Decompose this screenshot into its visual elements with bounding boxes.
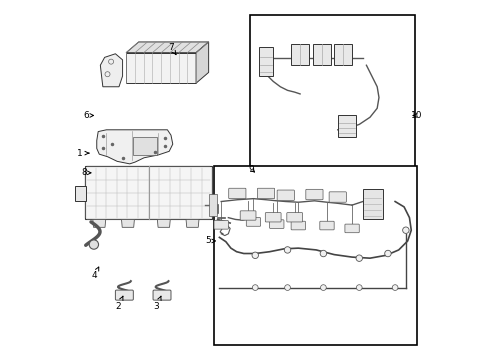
FancyBboxPatch shape [286,213,302,222]
FancyBboxPatch shape [240,211,255,220]
Bar [75,186,85,201]
Bar [258,47,273,76]
Circle shape [89,240,99,249]
FancyBboxPatch shape [228,188,245,199]
Bar [209,194,216,216]
Bar [133,137,156,155]
FancyBboxPatch shape [115,290,133,300]
Polygon shape [185,220,199,227]
FancyBboxPatch shape [269,220,284,228]
Text: 10: 10 [410,111,422,120]
Circle shape [320,250,326,257]
Circle shape [356,285,362,291]
Text: 7: 7 [168,43,176,55]
FancyBboxPatch shape [277,190,294,201]
Circle shape [284,285,290,291]
FancyBboxPatch shape [328,192,346,202]
Text: 2: 2 [115,296,122,311]
Polygon shape [196,42,208,83]
Circle shape [251,252,258,258]
Circle shape [402,227,408,233]
Circle shape [284,247,290,253]
Polygon shape [93,169,104,177]
Polygon shape [100,54,122,87]
FancyBboxPatch shape [305,189,323,200]
Polygon shape [126,42,208,53]
Circle shape [320,285,325,291]
Polygon shape [97,130,172,164]
Polygon shape [126,53,196,83]
Text: 9: 9 [248,165,254,174]
Polygon shape [121,220,134,227]
FancyBboxPatch shape [344,224,359,233]
Bar [312,44,330,65]
Circle shape [391,285,397,291]
Bar [249,15,414,173]
Polygon shape [93,220,105,227]
Circle shape [252,285,258,291]
Text: 1: 1 [77,149,89,158]
FancyBboxPatch shape [265,213,281,222]
FancyBboxPatch shape [153,290,171,300]
Bar [337,116,355,137]
Text: 5: 5 [205,237,215,246]
FancyBboxPatch shape [257,188,274,199]
FancyBboxPatch shape [246,218,260,226]
FancyBboxPatch shape [290,221,305,230]
Text: 8: 8 [81,168,91,177]
Bar [362,189,382,220]
Bar [333,44,351,65]
Text: 4: 4 [92,267,99,279]
Text: 6: 6 [83,111,93,120]
Circle shape [355,255,362,261]
FancyBboxPatch shape [319,221,333,230]
FancyBboxPatch shape [214,221,228,229]
Bar [85,166,212,220]
Polygon shape [157,220,170,227]
Bar [214,166,416,345]
Bar [290,44,308,65]
Text: 3: 3 [153,296,161,311]
Circle shape [384,250,390,257]
